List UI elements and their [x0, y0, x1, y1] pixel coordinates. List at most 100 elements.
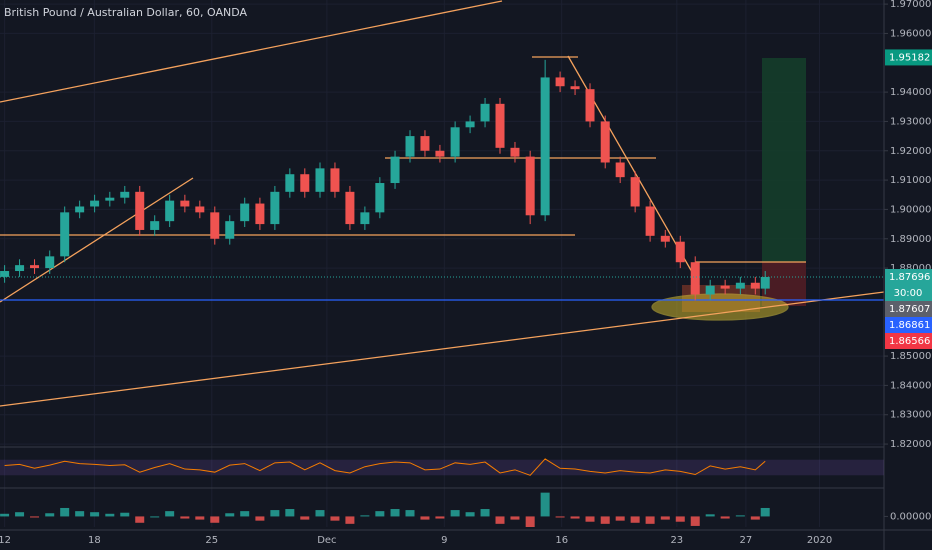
candle-body — [300, 174, 310, 192]
histogram-bar — [525, 516, 535, 527]
y-tick-label: 1.96000 — [890, 28, 931, 39]
candle-body — [630, 177, 640, 207]
histogram-bar — [285, 509, 295, 517]
price-tag — [885, 332, 932, 349]
candle-body — [690, 262, 700, 295]
histogram-bar — [330, 516, 340, 521]
price-tag — [885, 49, 932, 66]
candle-body — [525, 156, 535, 216]
countdown-label: 30:00 — [894, 288, 923, 299]
candle-body — [390, 156, 400, 184]
candle-body — [760, 276, 770, 289]
histogram-bar — [630, 516, 640, 523]
histogram-bar — [315, 510, 325, 517]
histogram-bar — [390, 509, 400, 517]
candle-body — [705, 285, 715, 295]
histogram-bar — [540, 492, 550, 517]
candle-body — [360, 212, 370, 225]
histogram-bar — [645, 516, 655, 524]
x-tick-label: 25 — [205, 535, 218, 546]
x-tick-label: 18 — [88, 535, 101, 546]
y-tick-label: 1.93000 — [890, 116, 931, 127]
histogram-bar — [105, 513, 115, 517]
y-tick-label: 0.00000 — [890, 511, 931, 522]
candle-body — [615, 162, 625, 178]
price-tag-label: 1.87607 — [889, 304, 930, 315]
candle-body — [330, 168, 340, 192]
candle-body — [585, 89, 595, 122]
x-tick-label: 16 — [555, 535, 568, 546]
candle-body — [60, 212, 70, 257]
histogram-bar — [495, 516, 505, 524]
candle-body — [270, 191, 280, 225]
histogram-bar — [0, 513, 10, 517]
price-tag-label: 1.87696 — [889, 272, 930, 283]
histogram-bar — [465, 512, 475, 517]
candle-body — [420, 136, 430, 151]
price-tag — [885, 300, 932, 317]
candle-body — [90, 200, 100, 207]
price-tag-label: 1.95182 — [889, 52, 930, 63]
x-tick-label: 27 — [740, 535, 753, 546]
histogram-bar — [480, 509, 490, 517]
histogram-bar — [360, 515, 370, 517]
candle-body — [120, 191, 130, 198]
candle-body — [450, 127, 460, 157]
price-tag-label: 1.86566 — [889, 336, 930, 347]
histogram-bar — [675, 516, 685, 522]
histogram-bar — [225, 513, 235, 517]
histogram-bar — [405, 510, 415, 517]
candle-body — [210, 212, 220, 239]
histogram-bar — [555, 516, 565, 518]
trend-line — [0, 177, 194, 303]
histogram-bar — [760, 507, 770, 517]
price-tag-label: 1.86861 — [889, 320, 930, 331]
histogram-bar — [720, 516, 730, 519]
histogram-bar — [750, 516, 760, 520]
histogram-bar — [135, 516, 145, 523]
candle-body — [720, 285, 730, 289]
candle-body — [150, 221, 160, 230]
histogram-bar — [735, 515, 745, 517]
histogram-bar — [345, 516, 355, 524]
candle-body — [660, 235, 670, 242]
histogram-bar — [600, 516, 610, 524]
histogram-bar — [75, 511, 85, 517]
histogram-bar — [30, 516, 40, 518]
y-tick-label: 1.84000 — [890, 380, 931, 391]
trend-line — [0, 291, 885, 407]
histogram-bar — [240, 511, 250, 517]
candle-body — [255, 203, 265, 225]
candle-body — [435, 150, 445, 157]
chart-title: British Pound / Australian Dollar, 60, O… — [4, 6, 247, 19]
rsi-band — [0, 459, 884, 476]
histogram-bar — [210, 516, 220, 523]
histogram-bar — [375, 511, 385, 517]
price-tag — [885, 268, 932, 285]
histogram-bar — [270, 510, 280, 517]
candle-body — [240, 203, 250, 222]
candle-body — [30, 265, 40, 269]
y-tick-label: 1.89000 — [890, 234, 931, 245]
candle-body — [345, 191, 355, 225]
histogram-bar — [60, 507, 70, 517]
histogram-bar — [420, 516, 430, 520]
candle-body — [600, 121, 610, 163]
long-target-zone — [762, 58, 806, 262]
y-tick-label: 1.97000 — [890, 0, 931, 10]
candle-body — [645, 206, 655, 236]
candle-body — [165, 200, 175, 222]
candle-body — [225, 221, 235, 239]
candle-body — [0, 271, 10, 277]
histogram-bar — [45, 513, 55, 517]
histogram-bar — [15, 512, 25, 517]
y-tick-label: 1.82000 — [890, 439, 931, 450]
histogram-bar — [660, 516, 670, 520]
candle-body — [135, 191, 145, 230]
candle-body — [735, 282, 745, 289]
drawings — [0, 0, 885, 407]
candle-body — [195, 206, 205, 213]
candle-body — [510, 147, 520, 157]
